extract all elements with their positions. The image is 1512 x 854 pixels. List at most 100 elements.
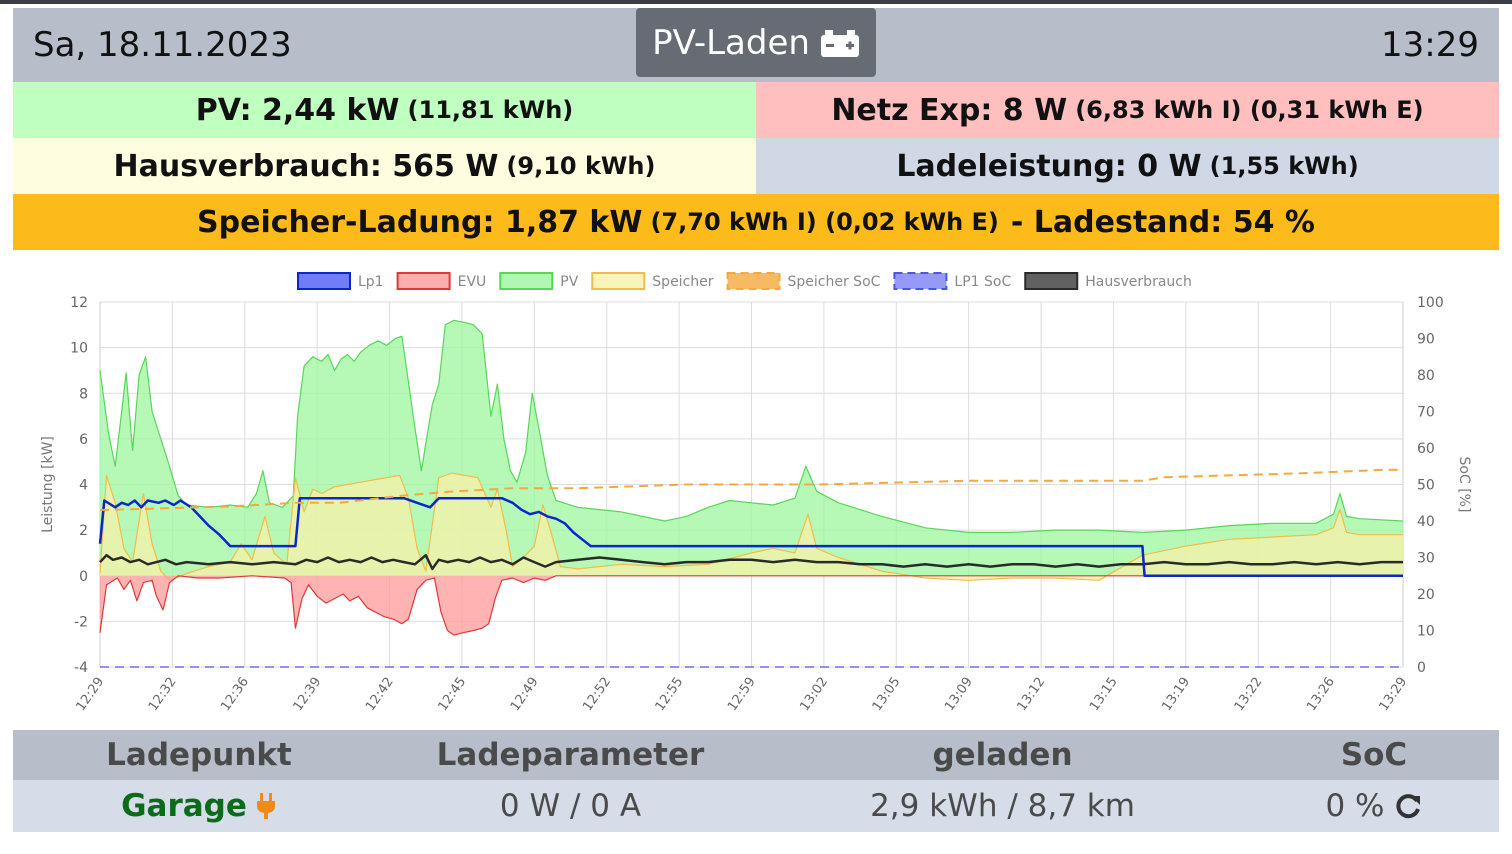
chargepoint-table: Ladepunkt Ladeparameter geladen SoC Gara… [13, 730, 1499, 832]
speicher-soc-line [99, 468, 1403, 512]
pv-summary: PV: 2,44 kW (11,81 kWh) [13, 82, 756, 138]
lp1-line [98, 496, 1403, 578]
house-summary: Hausverbrauch: 565 W (9,10 kWh) [13, 138, 756, 194]
header-ladepunkt: Ladepunkt [106, 737, 292, 773]
x-tick-label: 12:39 [291, 675, 325, 714]
legend-swatch-lp1-soc [893, 272, 948, 290]
y2-tick-label: 50 [1417, 478, 1435, 494]
x-tick-label: 13:29 [1376, 675, 1410, 714]
x-tick-label: 13:15 [1087, 675, 1121, 714]
legend-swatch-lp1 [297, 272, 351, 290]
legend-swatch-evu [396, 272, 451, 290]
y-tick-label: 6 [79, 432, 88, 448]
table-header: Ladepunkt Ladeparameter geladen SoC [13, 730, 1499, 780]
charge-params: 0 W / 0 A [499, 788, 642, 824]
grid-energy: (6,83 kWh I) (0,31 kWh E) [1075, 96, 1424, 124]
soc-value: 0 % [1325, 788, 1385, 824]
x-tick-label: 13:09 [942, 675, 976, 714]
x-tick-label: 13:22 [1232, 675, 1266, 714]
header-ladeparameter: Ladeparameter [436, 737, 705, 773]
y2-tick-label: 80 [1417, 368, 1435, 384]
charge-mode-button[interactable]: PV-Laden [636, 8, 876, 77]
y2-tick-label: 10 [1417, 624, 1435, 640]
header-geladen: geladen [932, 737, 1073, 773]
y-tick-label: -4 [74, 660, 88, 676]
y2-tick-label: 100 [1417, 295, 1444, 311]
legend-label-lp1-soc: LP1 SoC [954, 274, 1011, 290]
x-tick-label: 12:45 [435, 675, 469, 714]
charged-energy: 2,9 kWh / 8,7 km [870, 788, 1135, 824]
y2-tick-label: 70 [1417, 405, 1435, 421]
legend-swatch-pv [499, 272, 554, 290]
legend-label-evu: EVU [458, 274, 487, 290]
x-tick-label: 12:52 [580, 675, 614, 714]
hausverbrauch-line [99, 553, 1403, 571]
pv-energy: (11,81 kWh) [407, 96, 574, 124]
header-soc: SoC [1340, 737, 1408, 773]
soc-cell: 0 % [1249, 780, 1499, 832]
y-tick-label: 4 [79, 478, 88, 494]
legend-label-pv: PV [560, 274, 578, 290]
x-tick-label: 12:49 [508, 675, 542, 714]
legend-label-speicher-soc: Speicher SoC [788, 274, 881, 290]
y2-tick-label: 40 [1417, 514, 1435, 530]
legend-swatch-speicher [591, 272, 646, 290]
x-tick-label: 12:29 [73, 675, 107, 714]
legend-swatch-speicher-soc [726, 272, 781, 290]
pv-value: PV: 2,44 kW [195, 92, 400, 128]
y-tick-label: 10 [70, 341, 88, 357]
legend-swatch-hausverbrauch [1024, 272, 1079, 290]
y-tick-label: 2 [79, 523, 88, 539]
time-label: 13:29 [1381, 25, 1479, 65]
date-label: Sa, 18.11.2023 [33, 25, 292, 65]
chargepoint-name[interactable]: Garage [121, 788, 247, 824]
legend-label-speicher: Speicher [652, 274, 713, 290]
charge-mode-label: PV-Laden [652, 22, 810, 63]
table-row[interactable]: Garage 0 W / 0 A 2,9 kWh / 8,7 km 0 % [13, 780, 1499, 832]
y-tick-label: -2 [74, 614, 88, 630]
storage-value: Speicher-Ladung: 1,87 kW [197, 204, 643, 240]
y-axis-title: Leistung [kW] [40, 436, 56, 533]
power-chart: -4 -2 0 2 4 6 8 10 12 0 10 20 30 40 50 60 70 80 90 100 12:29… [0, 262, 1512, 722]
x-tick-label: 12:55 [653, 675, 687, 714]
charge-energy: (1,55 kWh) [1209, 152, 1359, 180]
pv-area [100, 320, 1403, 576]
power-chart-svg: -4 -2 0 2 4 6 8 10 12 0 10 20 30 40 50 60 70 80 90 100 12:29… [40, 272, 1472, 714]
x-tick-label: 13:19 [1159, 675, 1193, 714]
x-tick-label: 13:05 [870, 675, 904, 714]
storage-soc: - Ladestand: 54 % [1010, 204, 1315, 240]
y2-tick-label: 30 [1417, 551, 1435, 567]
chargepoint-name-cell[interactable]: Garage [13, 780, 385, 832]
legend-label-lp1: Lp1 [358, 274, 384, 290]
x-tick-label: 12:36 [218, 675, 252, 714]
house-energy: (9,10 kWh) [506, 152, 656, 180]
grid-summary: Netz Exp: 8 W (6,83 kWh I) (0,31 kWh E) [756, 82, 1499, 138]
y2-axis-title: SoC [%] [1456, 457, 1472, 513]
storage-energy: (7,70 kWh I) (0,02 kWh E) [650, 208, 999, 236]
legend-label-hausverbrauch: Hausverbrauch [1085, 274, 1192, 290]
y-tick-label: 12 [70, 295, 88, 311]
car-battery-icon [820, 29, 859, 57]
storage-summary: Speicher-Ladung: 1,87 kW (7,70 kWh I) (0,… [13, 194, 1499, 250]
speicher-line [99, 472, 1403, 581]
y2-tick-label: 0 [1417, 660, 1426, 676]
y-tick-label: 8 [79, 386, 88, 402]
charge-value: Ladeleistung: 0 W [896, 148, 1202, 184]
y2-tick-label: 90 [1417, 332, 1435, 348]
y-tick-label: 0 [79, 569, 88, 585]
plug-icon [256, 793, 275, 819]
refresh-icon[interactable] [1393, 791, 1423, 821]
x-tick-label: 13:26 [1304, 675, 1338, 714]
header-bar: Sa, 18.11.2023 PV-Laden 13:29 [13, 8, 1499, 82]
grid-value: Netz Exp: 8 W [831, 92, 1068, 128]
x-tick-label: 12:59 [725, 675, 759, 714]
y2-tick-label: 20 [1417, 587, 1435, 603]
evu-line [99, 575, 1403, 636]
house-value: Hausverbrauch: 565 W [113, 148, 499, 184]
x-tick-label: 12:32 [146, 675, 180, 714]
top-border [0, 0, 1512, 4]
y2-tick-label: 60 [1417, 441, 1435, 457]
x-tick-label: 12:42 [363, 675, 397, 714]
charge-summary: Ladeleistung: 0 W (1,55 kWh) [756, 138, 1499, 194]
x-tick-label: 13:12 [1015, 675, 1049, 714]
